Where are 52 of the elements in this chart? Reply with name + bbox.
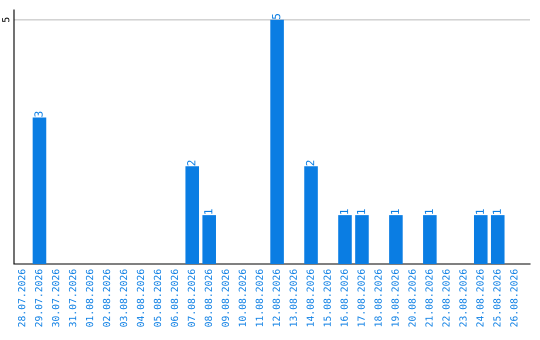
x-tick-label: 08.08.2026: [204, 269, 212, 327]
bar: [304, 166, 318, 264]
x-tick-label: 13.08.2026: [290, 269, 297, 326]
x-tick-label: 12.08.2026: [272, 269, 280, 326]
x-tick-label: 09.08.2026: [222, 269, 230, 327]
x-tick-label: 26.08.2026: [510, 269, 518, 327]
x-tick-label: 04.08.2026: [136, 269, 144, 327]
data-label: 1: [390, 209, 400, 214]
x-tick-label: 03.08.2026: [120, 269, 128, 327]
x-tick-label: 30.07.2026: [52, 269, 60, 327]
x-tick-label: 31.07.2026: [68, 269, 76, 327]
data-label: 1: [340, 209, 348, 214]
data-label: 1: [356, 209, 366, 214]
data-label: 2: [187, 160, 196, 166]
data-label: 5: [272, 14, 280, 19]
bar: [185, 166, 200, 264]
x-tick-label: 02.08.2026: [102, 269, 110, 327]
x-tick-label: 18.08.2026: [374, 269, 382, 326]
data-label: 1: [204, 209, 212, 214]
bar: [423, 215, 437, 264]
x-tick-label: 14.08.2026: [306, 269, 314, 326]
bar: [270, 20, 284, 264]
bar: [338, 215, 352, 264]
x-tick-label: 15.08.2026: [324, 269, 331, 326]
data-label: 2: [306, 160, 314, 166]
bar: [474, 215, 488, 264]
bar: [202, 215, 216, 264]
bar: [490, 215, 505, 264]
x-tick-label: 16.08.2026: [340, 269, 348, 326]
x-tick-label: 28.07.2026: [18, 269, 26, 327]
x-tick-label: 29.07.2026: [34, 269, 42, 327]
data-label: 1: [476, 209, 484, 214]
x-tick-label: 17.08.2026: [357, 269, 365, 326]
x-tick-label: 23.08.2026: [459, 269, 467, 327]
data-label: 1: [424, 209, 433, 214]
x-tick-label: 19.08.2026: [391, 269, 399, 326]
data-label: 3: [34, 112, 43, 117]
x-tick-label: 01.08.2026: [86, 269, 94, 327]
x-tick-label: 07.08.2026: [188, 269, 196, 327]
x-tick-label: 22.08.2026: [442, 269, 450, 327]
data-label: 1: [492, 209, 501, 214]
x-tick-label: 20.08.2026: [408, 269, 416, 327]
x-tick-label: 21.08.2026: [425, 269, 433, 327]
x-tick-label: 10.08.2026: [238, 269, 246, 326]
bar: [355, 215, 369, 264]
x-tick-label: 25.08.2026: [493, 269, 501, 327]
bar: [389, 215, 403, 264]
x-tick-label: 06.08.2026: [170, 269, 178, 327]
bar: [32, 117, 46, 264]
x-tick-label: 11.08.2026: [256, 269, 263, 326]
x-tick-label: 24.08.2026: [476, 269, 484, 327]
x-tick-label: 05.08.2026: [154, 269, 162, 327]
